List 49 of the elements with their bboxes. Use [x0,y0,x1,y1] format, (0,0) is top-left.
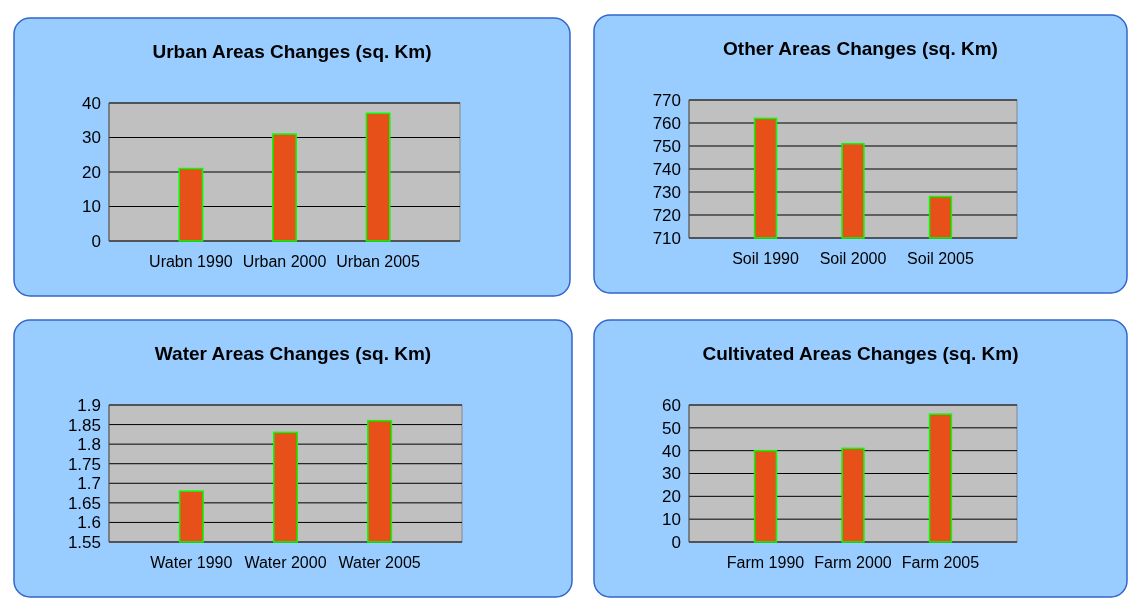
y-tick-label: 50 [662,418,681,438]
bar [753,449,778,543]
y-tick-label: 40 [662,441,681,461]
y-tick-label: 1.85 [67,415,101,435]
y-tick-label: 1.65 [67,493,101,513]
x-tick-label: Water 2005 [338,554,421,571]
y-tick-label: 20 [662,487,681,507]
x-tick-label: Urban 2000 [242,253,327,270]
y-tick-label: 1.55 [67,532,101,552]
x-tick-label: Farm 1990 [726,554,805,571]
y-tick-label: 1.7 [77,474,101,494]
y-tick-label: 10 [662,510,681,530]
bar [272,133,297,242]
bar [928,413,953,543]
y-tick-label: 1.8 [77,435,101,455]
chart-title: Other Areas Changes (sq. Km) [723,38,998,59]
y-tick-label: 20 [82,162,101,182]
x-tick-label: Soil 2005 [907,250,974,267]
y-tick-label: 710 [652,228,681,248]
chart-title: Water Areas Changes (sq. Km) [154,343,432,364]
chart-title: Cultivated Areas Changes (sq. Km) [702,343,1019,364]
y-tick-label: 30 [662,464,681,484]
y-tick-label: 40 [82,93,101,113]
y-tick-label: 1.9 [77,395,101,415]
x-tick-label: Urban 2005 [336,253,421,270]
y-tick-label: 60 [662,395,681,415]
y-tick-label: 740 [652,159,681,179]
y-tick-label: 1.75 [67,454,101,474]
y-tick-label: 0 [91,231,101,251]
x-tick-label: Farm 2000 [814,554,892,571]
bar [178,167,204,242]
x-tick-label: Soil 2000 [819,250,887,267]
x-tick-label: Water 2000 [244,554,327,571]
y-tick-label: 770 [652,90,681,110]
y-tick-label: 0 [671,532,681,552]
x-tick-label: Soil 1990 [732,250,799,267]
bar [365,112,391,242]
y-tick-label: 760 [652,113,681,133]
y-tick-label: 720 [652,205,681,225]
x-tick-label: Water 1990 [150,554,233,571]
y-tick-label: 30 [82,128,101,148]
bar [841,447,865,543]
y-tick-label: 730 [652,182,681,202]
chart-title: Urban Areas Changes (sq. Km) [152,41,432,62]
y-tick-label: 10 [82,197,101,217]
y-tick-label: 1.6 [77,513,101,533]
x-tick-label: Urabn 1990 [149,253,233,270]
y-tick-label: 750 [652,136,681,156]
x-tick-label: Farm 2005 [901,554,980,571]
